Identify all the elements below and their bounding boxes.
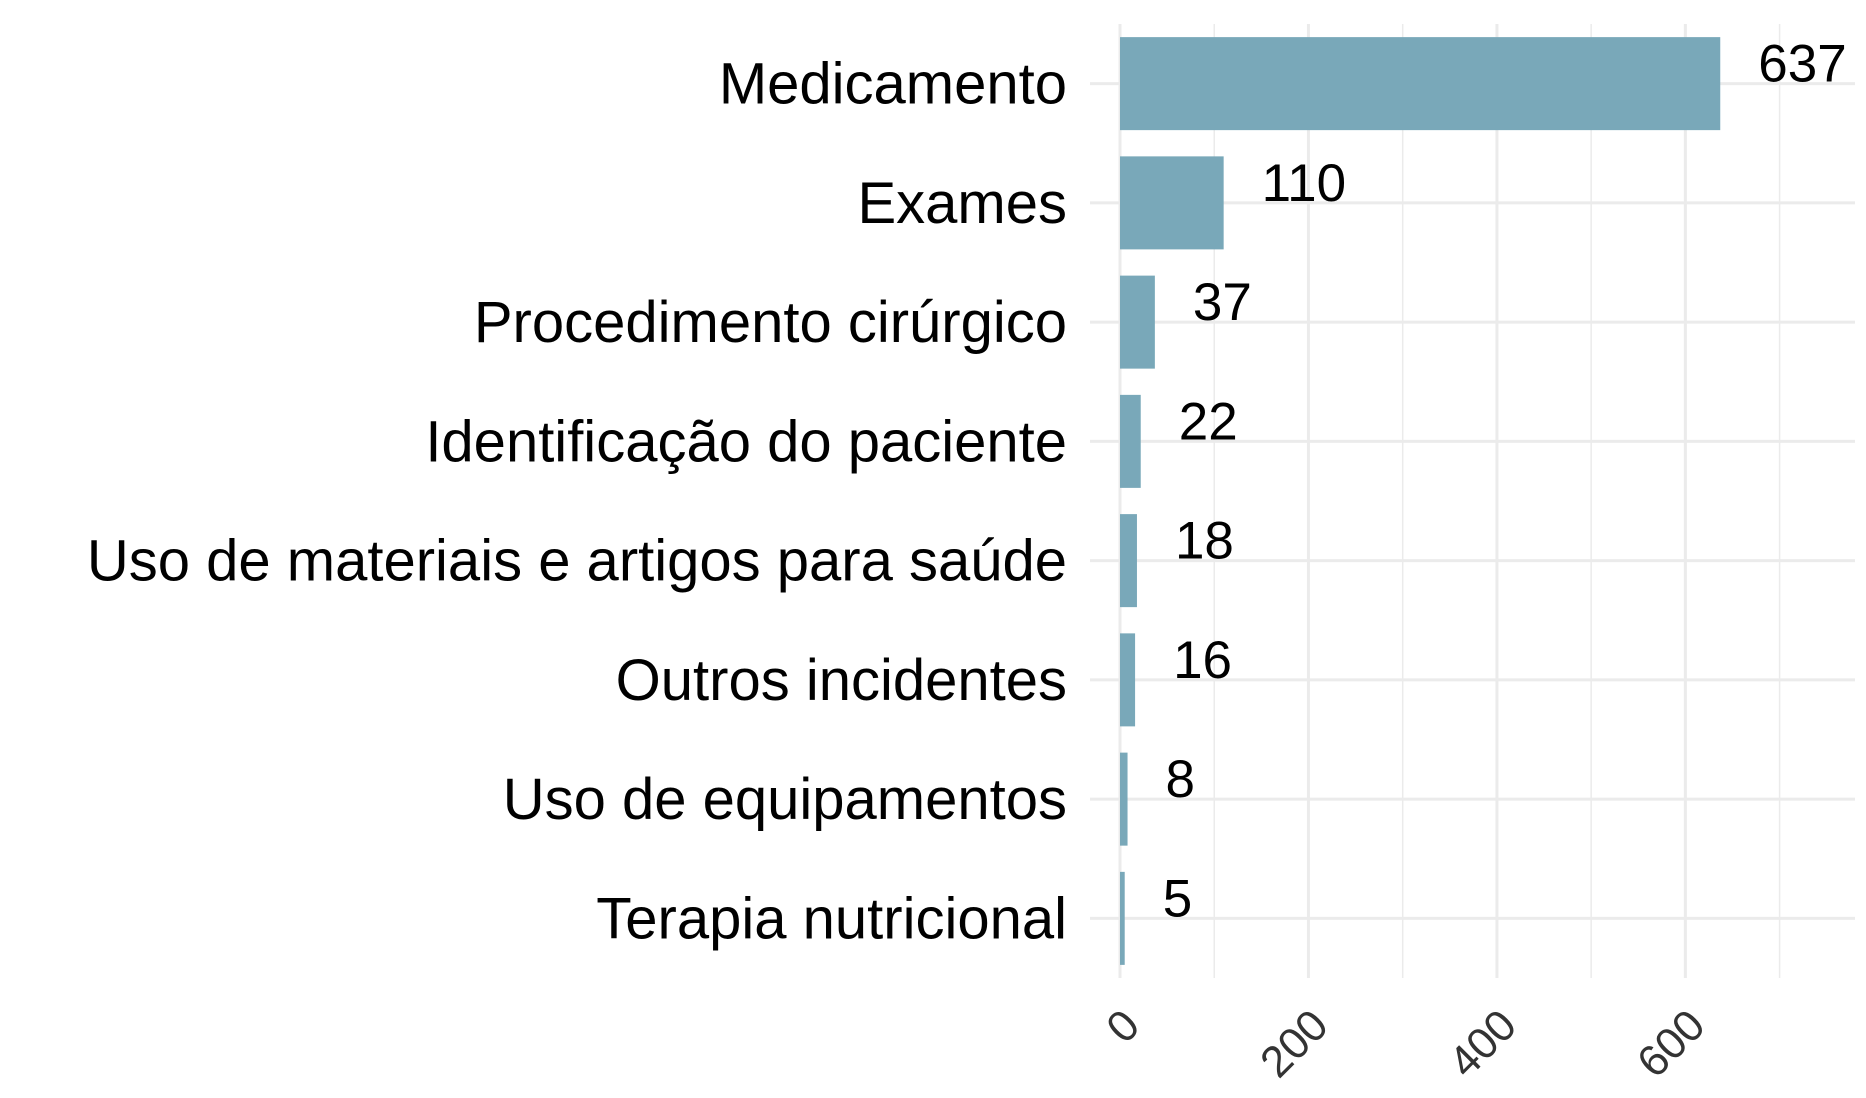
data-label: 37 <box>1193 273 1252 332</box>
data-labels: 637 110 37 22 18 16 8 5 <box>1163 35 1847 929</box>
category-label: Exames <box>857 171 1067 236</box>
data-label: 5 <box>1163 869 1192 928</box>
category-label: Procedimento cirúrgico <box>474 290 1067 355</box>
data-label: 8 <box>1166 750 1195 809</box>
data-label: 16 <box>1173 631 1232 690</box>
category-label: Outros incidentes <box>616 648 1067 713</box>
category-label: Medicamento <box>719 52 1067 117</box>
bar <box>1120 37 1721 131</box>
x-axis-ticks: 0 200 400 600 <box>1097 1000 1714 1087</box>
x-tick-label: 200 <box>1251 1000 1338 1087</box>
bar <box>1120 394 1141 488</box>
category-label: Uso de materiais e artigos para saúde <box>87 529 1067 594</box>
grid-lines <box>1090 24 1855 978</box>
category-label: Uso de equipamentos <box>503 767 1067 832</box>
x-tick-label: 400 <box>1439 1000 1526 1087</box>
category-label: Terapia nutricional <box>596 886 1067 951</box>
x-tick-label: 0 <box>1097 1000 1149 1052</box>
bar <box>1120 752 1128 846</box>
bar <box>1120 633 1136 727</box>
bar <box>1120 871 1125 965</box>
data-label: 110 <box>1262 154 1347 213</box>
data-label: 18 <box>1175 512 1234 571</box>
bar <box>1120 514 1137 608</box>
category-label: Identificação do paciente <box>425 409 1067 474</box>
x-tick-label: 600 <box>1628 1000 1715 1087</box>
bar <box>1120 156 1224 250</box>
bar <box>1120 275 1155 369</box>
bars <box>1120 37 1721 965</box>
data-label: 637 <box>1758 35 1846 94</box>
category-labels: Medicamento Exames Procedimento cirúrgico I… <box>87 52 1067 952</box>
data-label: 22 <box>1179 392 1238 451</box>
